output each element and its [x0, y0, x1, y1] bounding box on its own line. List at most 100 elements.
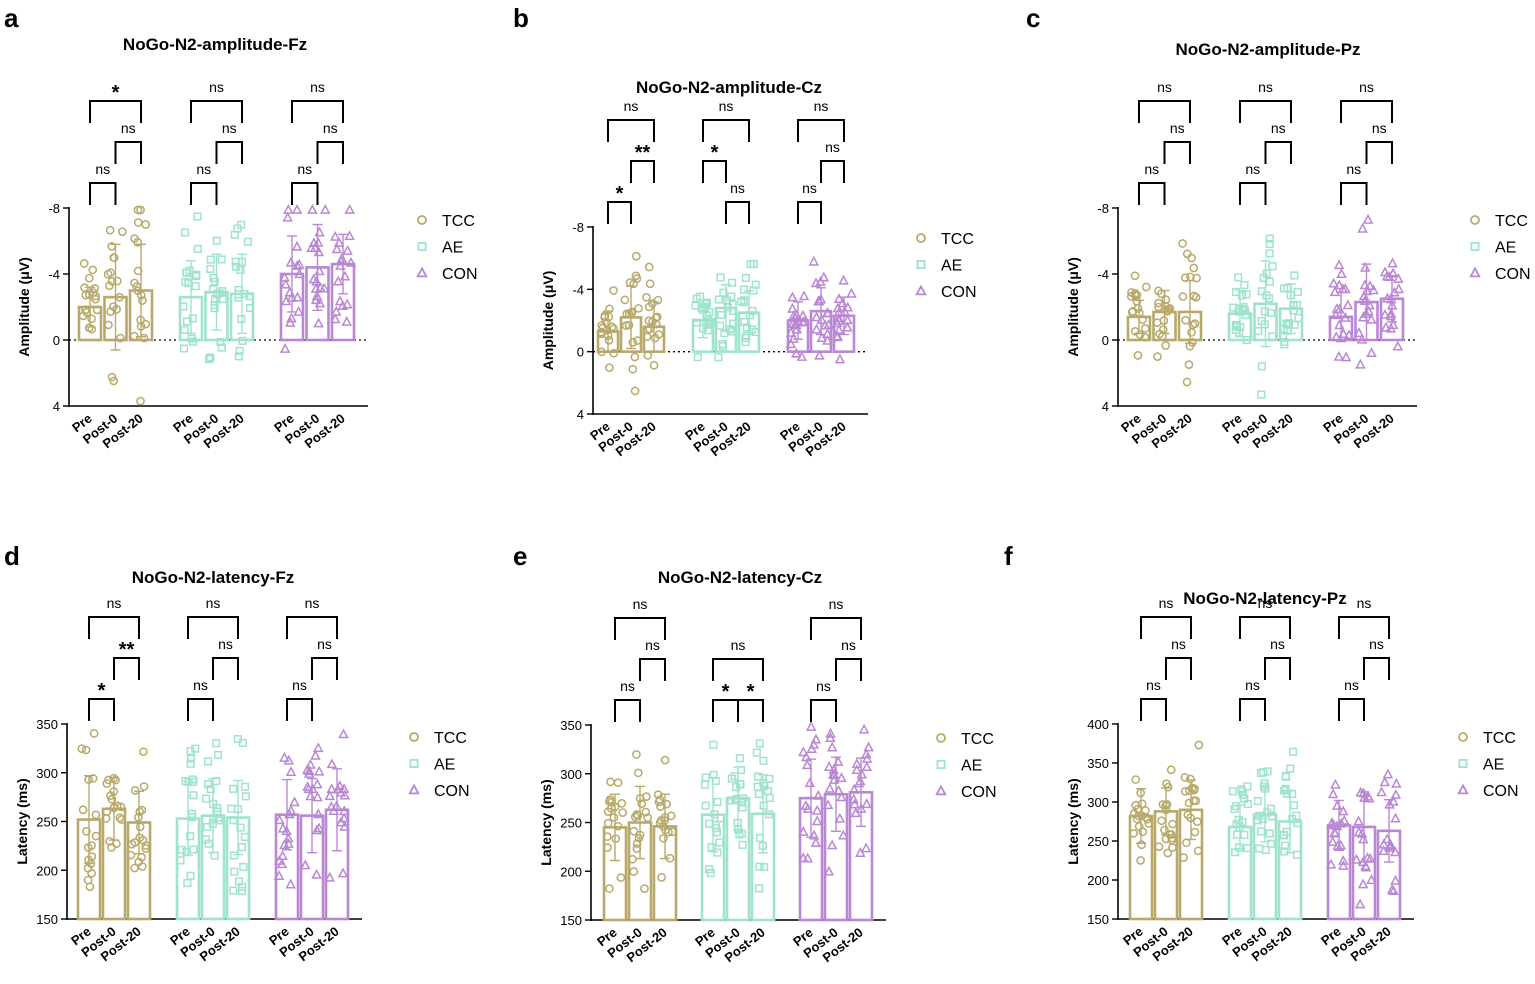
data-point — [84, 775, 94, 784]
data-point — [704, 865, 714, 874]
y-tick-label: -4 — [48, 267, 60, 282]
data-point — [192, 270, 201, 279]
data-point — [345, 256, 357, 267]
data-point — [216, 337, 225, 346]
data-point — [1279, 332, 1288, 341]
data-point — [1265, 249, 1274, 258]
data-point — [1328, 819, 1339, 830]
data-point — [702, 298, 711, 307]
significance-bracket — [820, 160, 845, 183]
data-point — [754, 772, 763, 781]
data-point — [179, 302, 188, 311]
data-point — [206, 785, 215, 794]
data-point — [1229, 303, 1238, 312]
data-point — [1138, 315, 1147, 324]
data-point — [713, 797, 722, 806]
data-point — [294, 258, 305, 269]
data-point — [735, 830, 744, 839]
data-point — [279, 839, 290, 850]
significance-label: ns — [1146, 677, 1161, 693]
data-point — [332, 783, 344, 794]
data-point — [1327, 836, 1338, 846]
significance-label: ns — [1144, 161, 1159, 177]
data-point — [116, 333, 125, 343]
data-point — [607, 797, 617, 807]
significance-bracket — [630, 160, 655, 183]
data-point — [104, 320, 113, 330]
data-point — [705, 308, 714, 317]
data-point — [701, 801, 710, 810]
data-point — [102, 779, 112, 788]
significance-label: ** — [635, 142, 651, 164]
data-point — [81, 290, 91, 300]
data-point — [237, 843, 247, 852]
significance-label: ns — [1344, 677, 1359, 693]
data-point — [181, 228, 190, 237]
data-point — [603, 843, 612, 852]
legend-label: AE — [434, 757, 455, 774]
data-point — [739, 285, 749, 294]
data-point — [849, 798, 860, 809]
data-point — [828, 774, 840, 784]
data-point — [1366, 874, 1377, 885]
data-point — [1387, 319, 1399, 329]
data-point — [289, 796, 300, 807]
y-tick-label: 350 — [36, 717, 58, 732]
data-point — [836, 772, 847, 783]
data-point — [313, 742, 324, 753]
y-tick-label: 250 — [560, 816, 582, 831]
data-point — [305, 790, 316, 801]
data-point — [136, 322, 146, 331]
significance-bracket — [113, 657, 140, 680]
y-tick-label: 0 — [53, 333, 60, 348]
legend-label: TCC — [1483, 730, 1516, 747]
significance-label: ns — [645, 637, 660, 653]
significance-label: ns — [825, 139, 840, 155]
data-point — [286, 292, 298, 302]
y-tick-label: 200 — [560, 864, 582, 879]
data-point — [737, 798, 746, 807]
data-point — [332, 275, 344, 286]
data-point — [231, 262, 240, 271]
y-tick-label: -8 — [572, 220, 584, 235]
significance-label: * — [98, 680, 106, 702]
data-point — [306, 242, 317, 253]
data-point — [822, 799, 834, 810]
data-point — [1162, 800, 1172, 809]
data-point — [701, 773, 710, 782]
significance-bracket — [702, 119, 750, 142]
significance-label: ns — [193, 677, 208, 693]
data-point — [229, 816, 238, 825]
data-point — [1136, 788, 1146, 798]
data-point — [723, 303, 732, 312]
data-point — [628, 364, 638, 374]
data-point — [1353, 327, 1365, 338]
data-point — [1228, 787, 1237, 796]
data-point — [1365, 852, 1376, 863]
data-point — [326, 758, 338, 769]
data-point — [717, 310, 726, 320]
data-point — [82, 826, 91, 836]
legend-marker-CON — [1457, 783, 1469, 795]
data-point — [838, 829, 849, 840]
data-point — [1340, 351, 1352, 362]
data-point — [1389, 286, 1400, 297]
data-point — [1192, 817, 1202, 826]
data-point — [1161, 805, 1171, 815]
data-point — [136, 396, 145, 406]
data-point — [1393, 283, 1405, 294]
data-point — [133, 266, 143, 276]
data-point — [755, 739, 764, 748]
data-point — [742, 323, 751, 332]
legend-marker-CON — [935, 784, 947, 796]
data-point — [1257, 827, 1266, 836]
data-point — [640, 884, 649, 893]
data-point — [609, 286, 618, 295]
legend-label: AE — [1495, 240, 1516, 257]
y-tick-label: 150 — [560, 913, 582, 928]
data-point — [604, 884, 614, 893]
data-point — [141, 841, 151, 850]
data-point — [214, 750, 223, 760]
data-point — [801, 751, 812, 762]
data-point — [304, 765, 315, 776]
